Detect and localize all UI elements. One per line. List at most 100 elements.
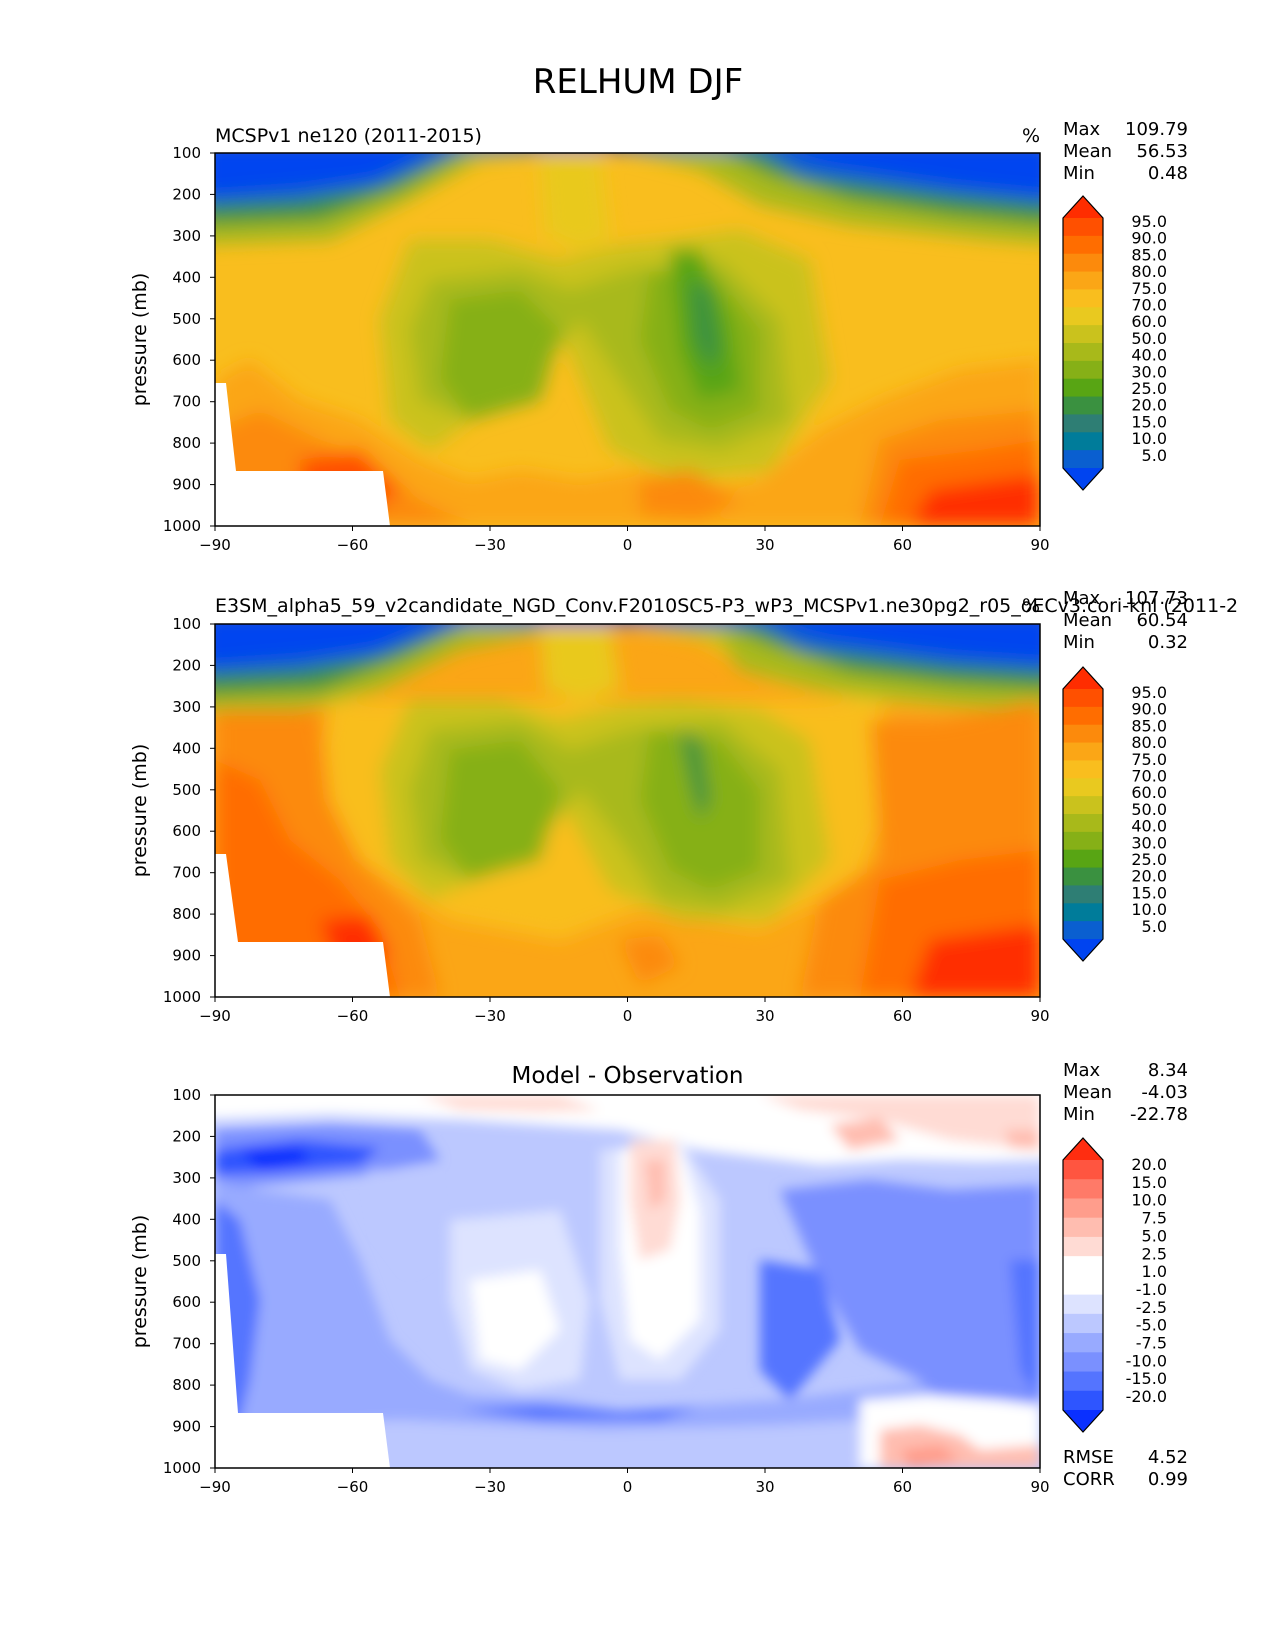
y-tick-label: 700 [172, 1335, 201, 1353]
colorbar-swatch [1063, 396, 1103, 416]
x-tick-label: −90 [199, 1007, 231, 1025]
colorbar-swatch [1063, 1236, 1103, 1257]
colorbar-swatch [1063, 724, 1103, 744]
y-tick-label: 500 [172, 310, 201, 328]
colorbar-swatch [1063, 760, 1103, 779]
colorbar-tick-label: 20.0 [1131, 867, 1167, 886]
colorbar-swatch [1063, 432, 1103, 451]
colorbar-swatch [1063, 1217, 1103, 1238]
x-tick-label: 60 [893, 536, 912, 554]
colorbar-tick-label: 20.0 [1131, 1155, 1167, 1174]
stats-block: Max 109.79 Mean 56.53 Min 0.48 [1063, 119, 1188, 184]
colorbar-swatch [1063, 1160, 1103, 1180]
colorbar-tick-label: 85.0 [1131, 245, 1167, 264]
panel-title: E3SM_alpha5_59_v2candidate_NGD_Conv.F201… [215, 595, 1238, 617]
y-tick-label: 200 [172, 185, 201, 203]
panel-title: Model - Observation [511, 1063, 743, 1089]
colorbar-swatch [1063, 921, 1103, 940]
colorbar-tick-label: 50.0 [1131, 329, 1167, 348]
y-tick-label: 500 [172, 1252, 201, 1270]
colorbar-swatch [1063, 343, 1103, 362]
colorbar-tick-label: 10.0 [1131, 900, 1167, 919]
colorbar-swatch [1063, 1333, 1103, 1353]
mean-label: Mean [1063, 1082, 1112, 1103]
x-tick-label: −30 [474, 1478, 506, 1496]
colorbar-swatch [1063, 1275, 1103, 1296]
colorbar-swatch [1063, 1179, 1103, 1200]
colorbar-tick-label: 75.0 [1131, 279, 1167, 298]
max-label: Max [1063, 119, 1101, 140]
y-tick-label: 100 [172, 615, 201, 633]
y-tick-label: 300 [172, 227, 201, 245]
panel-middle: E3SM_alpha5_59_v2candidate_NGD_Conv.F201… [129, 588, 1238, 1025]
y-tick-label: 600 [172, 822, 201, 840]
colorbar-swatch [1063, 831, 1103, 851]
colorbar-tick-label: 60.0 [1131, 312, 1167, 331]
figure-title: RELHUM DJF [533, 62, 743, 102]
y-axis: 100 200 300 400 500 600 700 800 900 1000 [163, 1086, 215, 1477]
colorbar-swatch [1063, 360, 1103, 380]
colorbar-extend-top [1063, 667, 1103, 689]
colorbar-outline [1062, 195, 1104, 491]
x-axis: −90 −60 −30 0 30 60 90 [199, 1468, 1050, 1496]
colorbar-swatch [1063, 706, 1103, 726]
colorbar-tick-label: -2.5 [1136, 1298, 1167, 1317]
colorbar-swatch [1063, 235, 1103, 255]
colorbar-tick-label: 5.0 [1142, 917, 1167, 936]
y-tick-label: 600 [172, 351, 201, 369]
colorbar-tick-label: 10.0 [1131, 429, 1167, 448]
colorbar-swatch [1063, 325, 1103, 344]
y-tick-label: 900 [172, 1418, 201, 1436]
colorbar-swatch [1063, 1294, 1103, 1315]
y-tick-label: 600 [172, 1293, 201, 1311]
panel-top: MCSPv1 ne120 (2011-2015) % Max 109.79 Me… [129, 119, 1188, 554]
mean-value: 56.53 [1136, 141, 1188, 162]
panel-bottom: Model - Observation Max 8.34 Mean -4.03 … [129, 1060, 1188, 1496]
colorbar-tick-label: -7.5 [1136, 1334, 1167, 1353]
y-tick-label: 400 [172, 268, 201, 286]
x-axis: −90 −60 −30 0 30 60 90 [199, 997, 1050, 1025]
y-axis-label: pressure (mb) [129, 273, 151, 407]
colorbar-tick-label: 70.0 [1131, 767, 1167, 786]
colorbar-swatch [1063, 450, 1103, 469]
min-label: Min [1063, 163, 1095, 184]
y-tick-label: 700 [172, 864, 201, 882]
y-axis-label: pressure (mb) [129, 1215, 151, 1349]
contour-field [215, 1095, 1040, 1468]
colorbar-tick-label: 1.0 [1142, 1262, 1167, 1281]
x-tick-label: 0 [623, 1007, 633, 1025]
mean-value: -4.03 [1141, 1082, 1188, 1103]
x-tick-label: 60 [893, 1007, 912, 1025]
colorbar-swatch [1063, 253, 1103, 273]
colorbar-tick-label: 5.0 [1142, 446, 1167, 465]
y-tick-label: 900 [172, 476, 201, 494]
y-tick-label: 200 [172, 1127, 201, 1145]
colorbar-tick-label: 95.0 [1131, 212, 1167, 231]
y-tick-label: 400 [172, 1210, 201, 1228]
colorbar-extend-bottom [1063, 468, 1103, 490]
colorbar-swatch [1063, 218, 1103, 237]
colorbar-tick-label: 85.0 [1131, 716, 1167, 735]
max-value: 107.73 [1125, 588, 1188, 609]
colorbar-tick-label: 40.0 [1131, 817, 1167, 836]
colorbar-tick-label: 80.0 [1131, 262, 1167, 281]
y-tick-label: 1000 [163, 988, 201, 1006]
y-tick-label: 300 [172, 698, 201, 716]
x-tick-label: 0 [623, 1478, 633, 1496]
colorbar-swatch [1063, 689, 1103, 708]
x-tick-label: 30 [755, 1007, 774, 1025]
colorbar-tick-label: 7.5 [1142, 1209, 1167, 1228]
colorbar-tick-label: 95.0 [1131, 683, 1167, 702]
colorbar-swatch [1063, 289, 1103, 308]
colorbar-swatch [1063, 885, 1103, 904]
colorbar-tick-label: 50.0 [1131, 800, 1167, 819]
y-tick-label: 800 [172, 434, 201, 452]
x-tick-label: −60 [337, 1478, 369, 1496]
x-tick-label: 60 [893, 1478, 912, 1496]
colorbar-swatch [1063, 1313, 1103, 1334]
colorbar-outline [1062, 1137, 1104, 1433]
x-tick-label: −30 [474, 1007, 506, 1025]
y-tick-label: 700 [172, 393, 201, 411]
stats-block: Max 107.73 Mean 60.54 Min 0.32 [1063, 588, 1188, 653]
